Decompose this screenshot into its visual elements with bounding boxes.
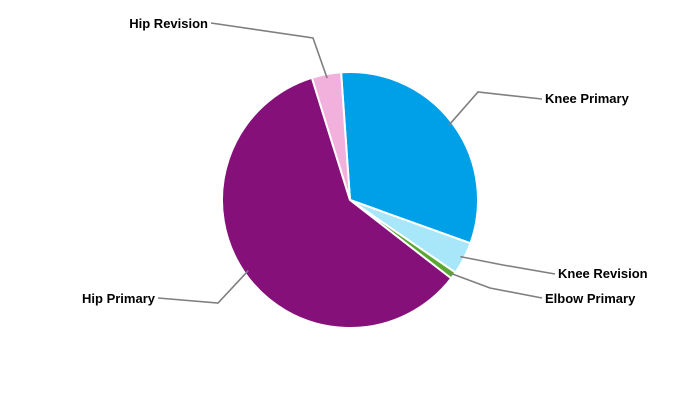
slice-labels: Knee Primary Knee Revision Elbow Primary… — [82, 16, 648, 306]
leader-line-hip-revision — [210, 22, 328, 79]
label-elbow-primary: Elbow Primary — [545, 291, 636, 306]
slice-hip-primary — [221, 76, 453, 329]
label-hip-revision: Hip Revision — [129, 16, 208, 31]
leader-lines — [157, 22, 556, 304]
leader-line-knee-revision — [460, 255, 556, 275]
leader-line-knee-primary — [448, 91, 543, 126]
leader-line-hip-primary — [157, 270, 249, 304]
label-knee-primary: Knee Primary — [545, 91, 630, 106]
label-knee-revision: Knee Revision — [558, 266, 648, 281]
label-hip-primary: Hip Primary — [82, 291, 156, 306]
pie-slices — [221, 70, 479, 329]
leader-line-elbow-primary — [449, 272, 543, 299]
